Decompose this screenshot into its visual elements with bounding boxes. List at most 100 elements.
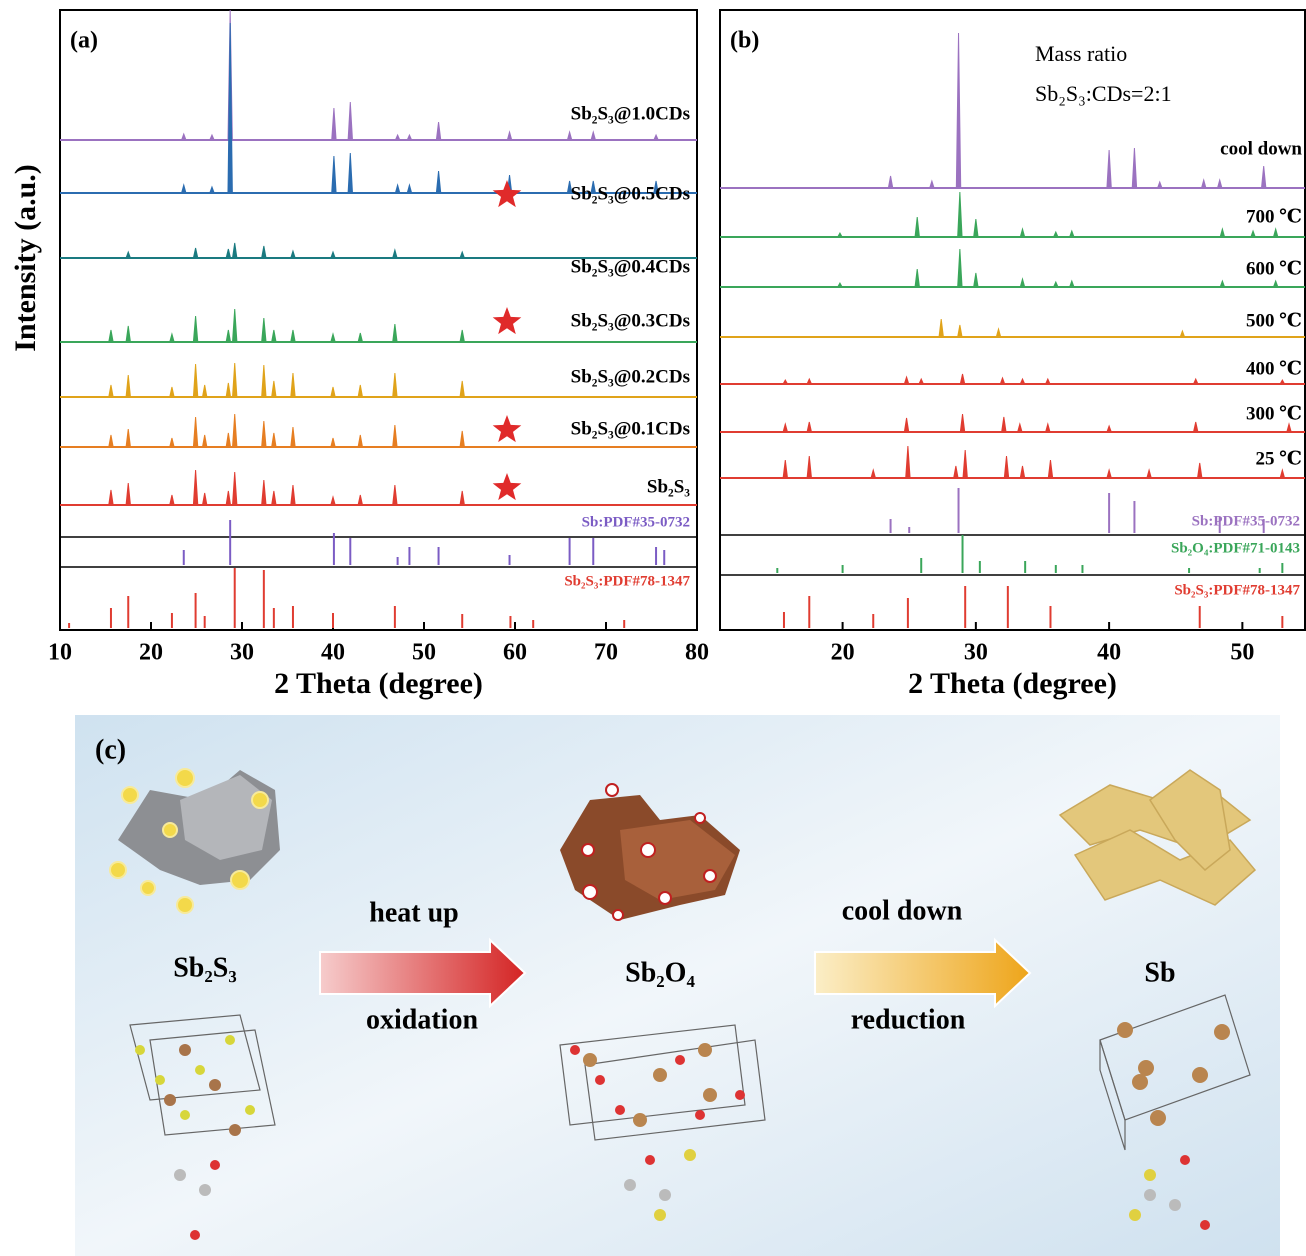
peak	[395, 185, 399, 193]
peak	[202, 493, 206, 505]
peak	[1180, 331, 1184, 337]
peak	[226, 330, 230, 342]
peak	[193, 316, 197, 342]
peak	[109, 490, 113, 505]
panel-label: (b)	[730, 28, 759, 54]
peak	[1287, 424, 1291, 432]
peak	[654, 135, 658, 140]
peak	[291, 373, 295, 397]
peak	[996, 329, 1000, 337]
panel-label: (c)	[95, 734, 126, 765]
reference-label: Sb:PDF#35-0732	[582, 514, 690, 530]
peak	[407, 135, 411, 140]
peak	[1020, 379, 1024, 384]
series-label: 500 ℃	[1246, 310, 1302, 331]
arrow-label: oxidation	[366, 1004, 478, 1035]
series-label: Sb₂S₃@0.1CDs	[571, 418, 690, 439]
peak	[1004, 456, 1008, 478]
peak	[783, 460, 787, 478]
peak	[331, 438, 335, 447]
peak	[407, 185, 411, 193]
peak	[974, 219, 978, 237]
peak	[507, 132, 511, 140]
peak	[1107, 426, 1111, 432]
peak	[228, 23, 232, 193]
peak	[348, 153, 352, 193]
peak	[460, 252, 464, 258]
peak	[1046, 424, 1050, 432]
series-label: Sb₂S₃@0.5CDs	[571, 183, 690, 204]
series-label: Sb₂S₃@0.3CDs	[571, 310, 690, 331]
peak	[1020, 466, 1024, 478]
series-label: 600 ℃	[1246, 258, 1302, 279]
x-tick-label: 70	[594, 640, 618, 666]
peak	[233, 363, 237, 397]
peak	[233, 243, 237, 258]
peak	[1194, 379, 1198, 384]
peak	[358, 385, 362, 397]
peak	[182, 134, 186, 140]
peak	[393, 425, 397, 447]
series-label: Sb₂S₃	[647, 476, 690, 497]
peak	[210, 135, 214, 140]
panel-label: (a)	[70, 28, 98, 54]
peak	[202, 385, 206, 397]
peak	[109, 435, 113, 447]
peak	[838, 233, 842, 237]
series-label: 400 ℃	[1246, 358, 1302, 379]
reference-label: Sb₂S₃:PDF#78-1347	[1174, 582, 1300, 598]
peak	[1251, 231, 1255, 237]
peak	[126, 429, 130, 447]
peak	[1194, 422, 1198, 432]
peak	[783, 424, 787, 432]
peak	[460, 491, 464, 505]
peak	[888, 176, 892, 188]
peak	[1202, 180, 1206, 188]
peak	[193, 248, 197, 258]
peak	[331, 252, 335, 258]
peak	[460, 381, 464, 397]
peak	[226, 433, 230, 447]
peak	[393, 373, 397, 397]
peak	[1002, 417, 1006, 432]
y-axis-label: Intensity (a.u.)	[9, 164, 42, 352]
peak	[1280, 470, 1284, 478]
peak	[272, 381, 276, 397]
peak	[331, 497, 335, 505]
peak	[906, 446, 910, 478]
arrow-label: cool down	[842, 895, 963, 926]
star-marker	[493, 415, 522, 442]
figure: (c) Sb₂S₃ Sb₂O₄ Sb heat up oxidation coo…	[0, 0, 1306, 1256]
peak	[807, 422, 811, 432]
peak	[974, 273, 978, 287]
peak	[958, 192, 962, 237]
peak	[436, 171, 440, 193]
peak	[291, 330, 295, 342]
peak	[930, 181, 934, 188]
peak	[915, 269, 919, 287]
peak	[1070, 281, 1074, 287]
peak	[262, 365, 266, 397]
stage-label: Sb₂S₃	[173, 952, 237, 983]
annotation: Mass ratio	[1035, 41, 1127, 66]
peak	[436, 122, 440, 140]
peak	[332, 108, 336, 140]
peak	[291, 251, 295, 258]
star-marker	[493, 180, 522, 207]
peak	[358, 435, 362, 447]
peak	[272, 330, 276, 342]
reference-label: Sb₂S₃:PDF#78-1347	[564, 573, 690, 589]
peak	[233, 472, 237, 505]
peak	[958, 325, 962, 337]
peak	[358, 333, 362, 342]
peak	[1000, 378, 1004, 384]
peak	[1218, 180, 1222, 188]
peak	[126, 375, 130, 397]
peak	[1273, 281, 1277, 287]
x-tick-label: 20	[831, 640, 855, 666]
peak	[1020, 279, 1024, 287]
peak	[109, 385, 113, 397]
x-tick-label: 80	[685, 640, 709, 666]
peak	[915, 217, 919, 237]
peak	[904, 418, 908, 432]
